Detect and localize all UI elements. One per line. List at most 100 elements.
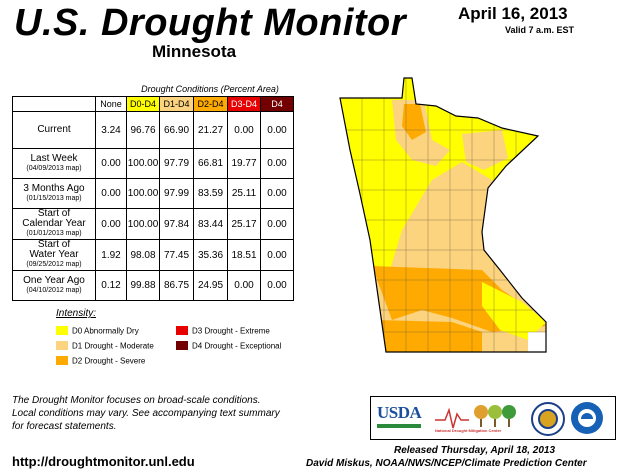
header-blank-cell	[12, 96, 96, 112]
legend-item-d3: D3 Drought - Extreme	[176, 326, 270, 336]
table-cell: 0.00	[260, 148, 294, 179]
table-cell: 19.77	[227, 148, 261, 179]
table-cell: 18.51	[227, 239, 261, 271]
table-cell: 97.99	[159, 178, 194, 209]
table-cell: 99.88	[126, 270, 160, 301]
col-d4: D4	[260, 96, 294, 112]
row-label-main: Calendar Year	[22, 218, 86, 229]
legend-item-d4: D4 Drought - Exceptional	[176, 341, 282, 351]
table-cell: 98.08	[126, 239, 160, 271]
table-cell: 25.11	[227, 178, 261, 209]
table-cell: 0.12	[95, 270, 127, 301]
table-cell: 0.00	[260, 239, 294, 271]
drought-areas	[340, 78, 546, 352]
table-cell: 100.00	[126, 148, 160, 179]
legend-item-d1: D1 Drought - Moderate	[56, 341, 154, 351]
ndmc-tree-3	[502, 405, 516, 419]
table-cell: 97.84	[159, 208, 194, 240]
usda-logo-bar	[377, 424, 421, 428]
commerce-seal	[531, 402, 565, 436]
ndmc-logo	[435, 405, 516, 429]
table-cell: 100.00	[126, 178, 160, 209]
note-line: The Drought Monitor focuses on broad-sca…	[12, 395, 261, 406]
row-label-sub: (04/10/2012 map)	[26, 286, 82, 294]
note-line: Local conditions may vary. See accompany…	[12, 408, 280, 419]
row-label: Current	[12, 111, 96, 149]
legend-label: D2 Drought - Severe	[72, 356, 146, 366]
legend-swatch	[56, 356, 68, 366]
row-label-sub: (01/15/2013 map)	[26, 194, 82, 202]
ndmc-name: National Drought Mitigation Center	[435, 428, 502, 433]
author-credit: David Miskus, NOAA/NWS/NCEP/Climate Pred…	[306, 458, 587, 469]
table-cell: 21.27	[193, 111, 228, 149]
d0-area-southeast	[482, 282, 546, 340]
table-cell: 0.00	[95, 208, 127, 240]
row-label-sub: (09/25/2012 map)	[26, 261, 82, 268]
commerce-seal-center	[538, 409, 558, 429]
row-label: 3 Months Ago (01/15/2013 map)	[12, 178, 96, 209]
table-cell: 35.36	[193, 239, 228, 271]
legend-label: D0 Abnormally Dry	[72, 326, 139, 336]
partner-logos: USDA National Drought Mitigation Center	[370, 396, 616, 440]
col-none: None	[95, 96, 127, 112]
row-label-sub: (01/01/2013 map)	[26, 230, 82, 237]
col-d2-d4: D2-D4	[193, 96, 228, 112]
legend-label: D4 Drought - Exceptional	[192, 341, 282, 351]
ndmc-pulse-line	[435, 407, 469, 429]
table-cell: 0.00	[227, 111, 261, 149]
table-cell: 66.81	[193, 148, 228, 179]
note-line: for forecast statements.	[12, 421, 117, 432]
table-cell: 86.75	[159, 270, 194, 301]
table-cell: 0.00	[260, 111, 294, 149]
table-cell: 83.44	[193, 208, 228, 240]
table-cell: 77.45	[159, 239, 194, 271]
valid-time: Valid 7 a.m. EST	[505, 25, 575, 35]
table-row: 3 Months Ago (01/15/2013 map) 0.00 100.00…	[12, 178, 294, 209]
table-cell: 24.95	[193, 270, 228, 301]
legend-swatch	[176, 326, 188, 336]
usda-logo: USDA	[377, 403, 429, 433]
table-row: Start of Water Year (09/25/2012 map) 1.92 …	[12, 239, 294, 271]
legend-item-d0: D0 Abnormally Dry	[56, 326, 139, 336]
table-cell: 0.00	[260, 270, 294, 301]
row-label: Last Week (04/09/2013 map)	[12, 148, 96, 179]
drought-monitor-link[interactable]: http://droughtmonitor.unl.edu	[12, 454, 195, 469]
row-label-main: One Year Ago	[23, 274, 85, 286]
legend-item-d2: D2 Drought - Severe	[56, 356, 146, 366]
table-row: Start of Calendar Year (01/01/2013 map) 0.…	[12, 208, 294, 240]
table-cell: 66.90	[159, 111, 194, 149]
table-cell: 100.00	[126, 208, 160, 240]
county-lines-horizontal	[340, 129, 546, 333]
legend-label: D3 Drought - Extreme	[192, 326, 270, 336]
state-outline	[339, 77, 547, 353]
legend-swatch	[56, 326, 68, 336]
table-cell: 0.00	[260, 208, 294, 240]
noaa-seal	[571, 402, 603, 434]
d2-area-north	[402, 104, 426, 140]
noaa-bird-icon	[581, 413, 593, 419]
row-label: One Year Ago (04/10/2012 map)	[12, 270, 96, 301]
region-name: Minnesota	[152, 42, 237, 61]
usda-wordmark: USDA	[377, 403, 422, 422]
disclaimer-note: The Drought Monitor focuses on broad-sca…	[12, 394, 280, 433]
table-cell: 0.00	[227, 270, 261, 301]
drought-conditions-table: None D0-D4 D1-D4 D2-D4 D3-D4 D4 Current …	[12, 96, 294, 301]
ndmc-trunk-3	[508, 419, 510, 427]
table-cell: 0.00	[95, 178, 127, 209]
legend-swatch	[56, 341, 68, 351]
page-title: U.S. Drought Monitor	[14, 2, 407, 44]
table-header-row: None D0-D4 D1-D4 D2-D4 D3-D4 D4	[12, 96, 294, 112]
row-label-main: Water Year	[29, 249, 79, 260]
ndmc-trunk-1	[480, 419, 482, 427]
table-row: Last Week (04/09/2013 map) 0.00 100.00 97…	[12, 148, 294, 179]
table-cell: 97.79	[159, 148, 194, 179]
row-label-main: Last Week	[30, 152, 78, 164]
ndmc-tree-2	[488, 405, 502, 419]
ndmc-tree-1	[474, 405, 488, 419]
minnesota-drought-map	[339, 77, 547, 353]
row-label: Start of Water Year (09/25/2012 map)	[12, 239, 96, 271]
row-label-main: 3 Months Ago	[23, 182, 85, 194]
table-cell: 25.17	[227, 208, 261, 240]
table-caption: Drought Conditions (Percent Area)	[141, 84, 279, 94]
map-date: April 16, 2013	[458, 4, 568, 23]
